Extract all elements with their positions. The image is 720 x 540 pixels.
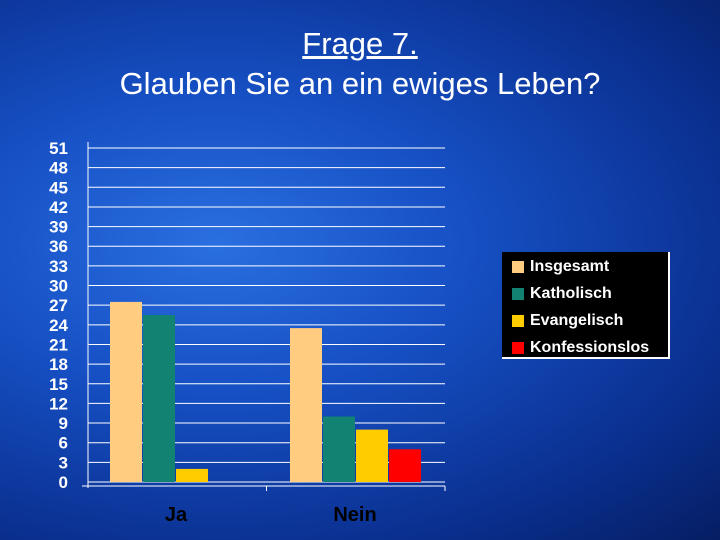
bar-evangelisch-ja (176, 468, 208, 482)
legend-item: Katholisch (512, 285, 612, 303)
x-category-label: Ja (165, 504, 188, 526)
y-tick-label: 3 (59, 453, 68, 472)
legend-swatch (512, 342, 524, 354)
legend-item: Konfessionslos (512, 339, 649, 357)
chart-title: Frage 7. Glauben Sie an ein ewiges Leben… (0, 24, 720, 104)
y-tick-label: 42 (49, 198, 68, 217)
bar-katholisch-nein (323, 416, 355, 482)
y-tick-label: 36 (49, 237, 68, 256)
bar-katholisch-ja (143, 315, 175, 482)
legend-item: Evangelisch (512, 312, 623, 330)
title-line-1: Frage 7. (302, 26, 418, 61)
legend-swatch (512, 288, 524, 300)
y-tick-label: 6 (59, 434, 68, 453)
legend-label: Evangelisch (530, 312, 624, 329)
y-tick-label: 48 (49, 159, 68, 178)
title-line-2: Glauben Sie an ein ewiges Leben? (119, 66, 601, 101)
y-tick-label: 15 (49, 375, 68, 394)
x-category-label: Nein (333, 504, 376, 526)
y-tick-label: 12 (49, 394, 68, 413)
chart-legend: Insgesamt Katholisch Evangelisch Konfession… (502, 252, 670, 359)
y-tick-label: 45 (49, 178, 68, 197)
y-tick-label: 39 (49, 218, 68, 237)
bar-konfessionslos-nein (389, 449, 421, 482)
bar-evangelisch-nein (356, 429, 388, 482)
legend-label: Konfessionslos (530, 339, 650, 356)
y-tick-label: 27 (49, 296, 68, 315)
legend-swatch (512, 315, 524, 327)
y-tick-label: 30 (49, 277, 68, 296)
legend-item: Insgesamt (512, 258, 609, 276)
y-tick-label: 24 (49, 316, 68, 335)
y-tick-label: 9 (59, 414, 68, 433)
legend-label: Katholisch (530, 285, 612, 302)
y-tick-label: 33 (49, 257, 68, 276)
y-tick-label: 0 (59, 473, 68, 492)
y-tick-label: 18 (49, 355, 68, 374)
legend-swatch (512, 261, 524, 273)
bar-insgesamt-ja (110, 301, 142, 482)
y-tick-label: 21 (49, 335, 68, 354)
legend-label: Insgesamt (530, 258, 610, 275)
bar-insgesamt-nein (290, 328, 322, 482)
y-tick-label: 51 (49, 139, 68, 158)
